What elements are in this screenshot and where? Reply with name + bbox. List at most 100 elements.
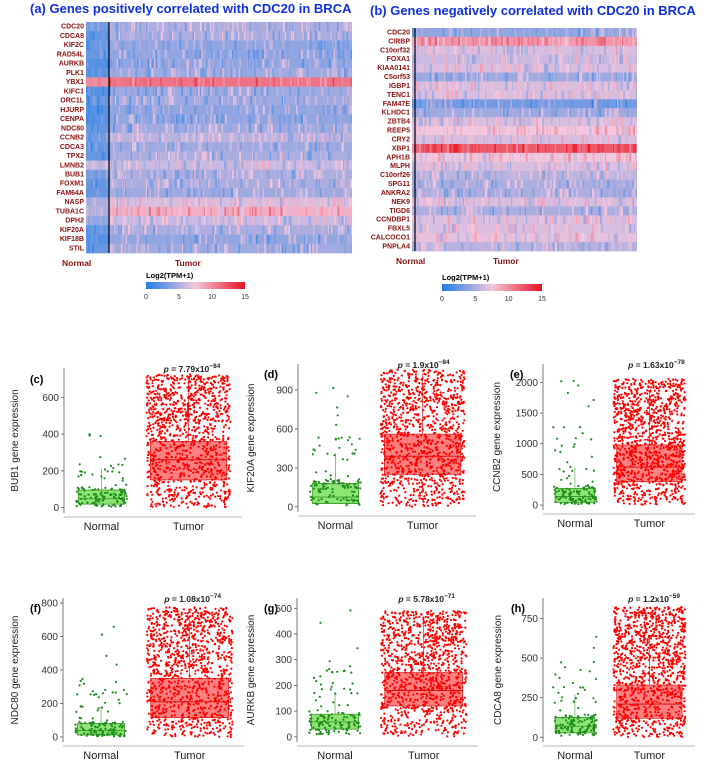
- cell-stripe: [441, 197, 445, 207]
- cell-stripe: [238, 234, 241, 245]
- cell-stripe: [553, 179, 556, 189]
- cell-stripe: [139, 40, 142, 51]
- cell-stripe: [253, 58, 256, 69]
- data-point: [457, 434, 460, 437]
- cell-stripe: [146, 243, 149, 254]
- data-point: [203, 505, 206, 508]
- cell-stripe: [204, 123, 207, 134]
- cell-stripe: [258, 160, 261, 171]
- cell-stripe: [221, 114, 223, 124]
- cell-stripe: [205, 49, 208, 60]
- cell-stripe: [605, 161, 607, 172]
- data-point: [397, 456, 400, 460]
- cell-stripe: [223, 216, 224, 226]
- cell-stripe: [506, 63, 509, 73]
- cell-stripe: [442, 36, 445, 47]
- cell-stripe: [199, 58, 202, 69]
- cell-stripe: [213, 114, 216, 124]
- cell-stripe: [168, 95, 170, 106]
- cell-stripe: [188, 40, 190, 51]
- cell-stripe: [248, 114, 251, 124]
- cell-stripe: [537, 197, 539, 207]
- cell-stripe: [289, 49, 292, 60]
- cell-stripe: [99, 40, 102, 51]
- cell-stripe: [152, 49, 156, 60]
- data-point: [167, 391, 170, 395]
- cell-tumor: [109, 179, 352, 189]
- cell-stripe: [615, 36, 617, 47]
- cell-stripe: [208, 197, 210, 208]
- data-point: [161, 426, 164, 429]
- cell-stripe: [538, 54, 540, 64]
- cell-stripe: [115, 169, 118, 180]
- cell-stripe: [262, 142, 265, 152]
- data-point: [203, 495, 206, 498]
- data-point: [350, 498, 353, 501]
- cell-stripe: [264, 86, 267, 97]
- cell-stripe: [317, 123, 319, 134]
- cell-stripe: [522, 72, 525, 82]
- cell-stripe: [328, 22, 330, 32]
- cell-stripe: [289, 68, 292, 78]
- cell-stripe: [249, 179, 251, 189]
- cell-stripe: [602, 36, 605, 47]
- gene-label: BUB1: [65, 171, 84, 178]
- cell-stripe: [243, 216, 245, 226]
- group-label-tumor: Tumor: [175, 258, 202, 268]
- cell-stripe: [317, 40, 320, 51]
- cell-stripe: [198, 77, 201, 87]
- cell-stripe: [552, 36, 555, 47]
- cell-stripe: [343, 22, 346, 32]
- cell-stripe: [530, 108, 533, 118]
- cell-stripe: [225, 31, 228, 41]
- cell-stripe: [615, 99, 618, 109]
- cell-stripe: [537, 36, 539, 47]
- cell-stripe: [132, 22, 134, 32]
- cell-stripe: [174, 142, 177, 152]
- cell-stripe: [506, 90, 508, 100]
- cell-stripe: [333, 179, 336, 189]
- cell-stripe: [297, 225, 299, 235]
- cell-stripe: [609, 99, 612, 109]
- data-point: [207, 378, 210, 381]
- cell-stripe: [616, 152, 618, 163]
- cell-stripe: [241, 225, 244, 235]
- cell-stripe: [541, 63, 544, 73]
- cell-stripe: [153, 169, 156, 180]
- cell-stripe: [539, 170, 541, 180]
- data-point: [156, 428, 159, 432]
- cell-stripe: [566, 143, 568, 154]
- cell-stripe: [598, 54, 602, 64]
- cell-stripe: [204, 114, 208, 124]
- cell-stripe: [230, 68, 233, 78]
- cell-stripe: [130, 132, 132, 143]
- cell-stripe: [343, 188, 345, 198]
- data-point: [146, 396, 149, 399]
- cell-stripe: [519, 90, 522, 100]
- colorbar-tick: 0: [144, 294, 148, 301]
- cell-stripe: [178, 49, 181, 60]
- y-tick-label: 0: [53, 503, 59, 514]
- cell-stripe: [567, 54, 570, 64]
- cell-stripe: [209, 68, 211, 78]
- cell-stripe: [604, 81, 607, 91]
- data-point: [199, 375, 203, 378]
- cell-stripe: [132, 142, 134, 152]
- cell-stripe: [627, 161, 630, 172]
- cell-stripe: [473, 224, 476, 234]
- cell-stripe: [547, 135, 549, 145]
- cell-stripe: [466, 179, 468, 189]
- heatmap-row: KIF20A: [60, 225, 352, 235]
- cell-stripe: [184, 40, 188, 51]
- cell-stripe: [554, 72, 557, 82]
- cell-stripe: [332, 31, 334, 41]
- cell-stripe: [445, 72, 447, 82]
- cell-stripe: [271, 58, 274, 69]
- cell-stripe: [167, 243, 169, 254]
- cell-stripe: [482, 63, 484, 73]
- cell-stripe: [340, 86, 342, 97]
- data-point: [211, 486, 214, 490]
- cell-stripe: [523, 117, 524, 127]
- cell-stripe: [130, 206, 133, 217]
- cell-stripe: [316, 234, 318, 245]
